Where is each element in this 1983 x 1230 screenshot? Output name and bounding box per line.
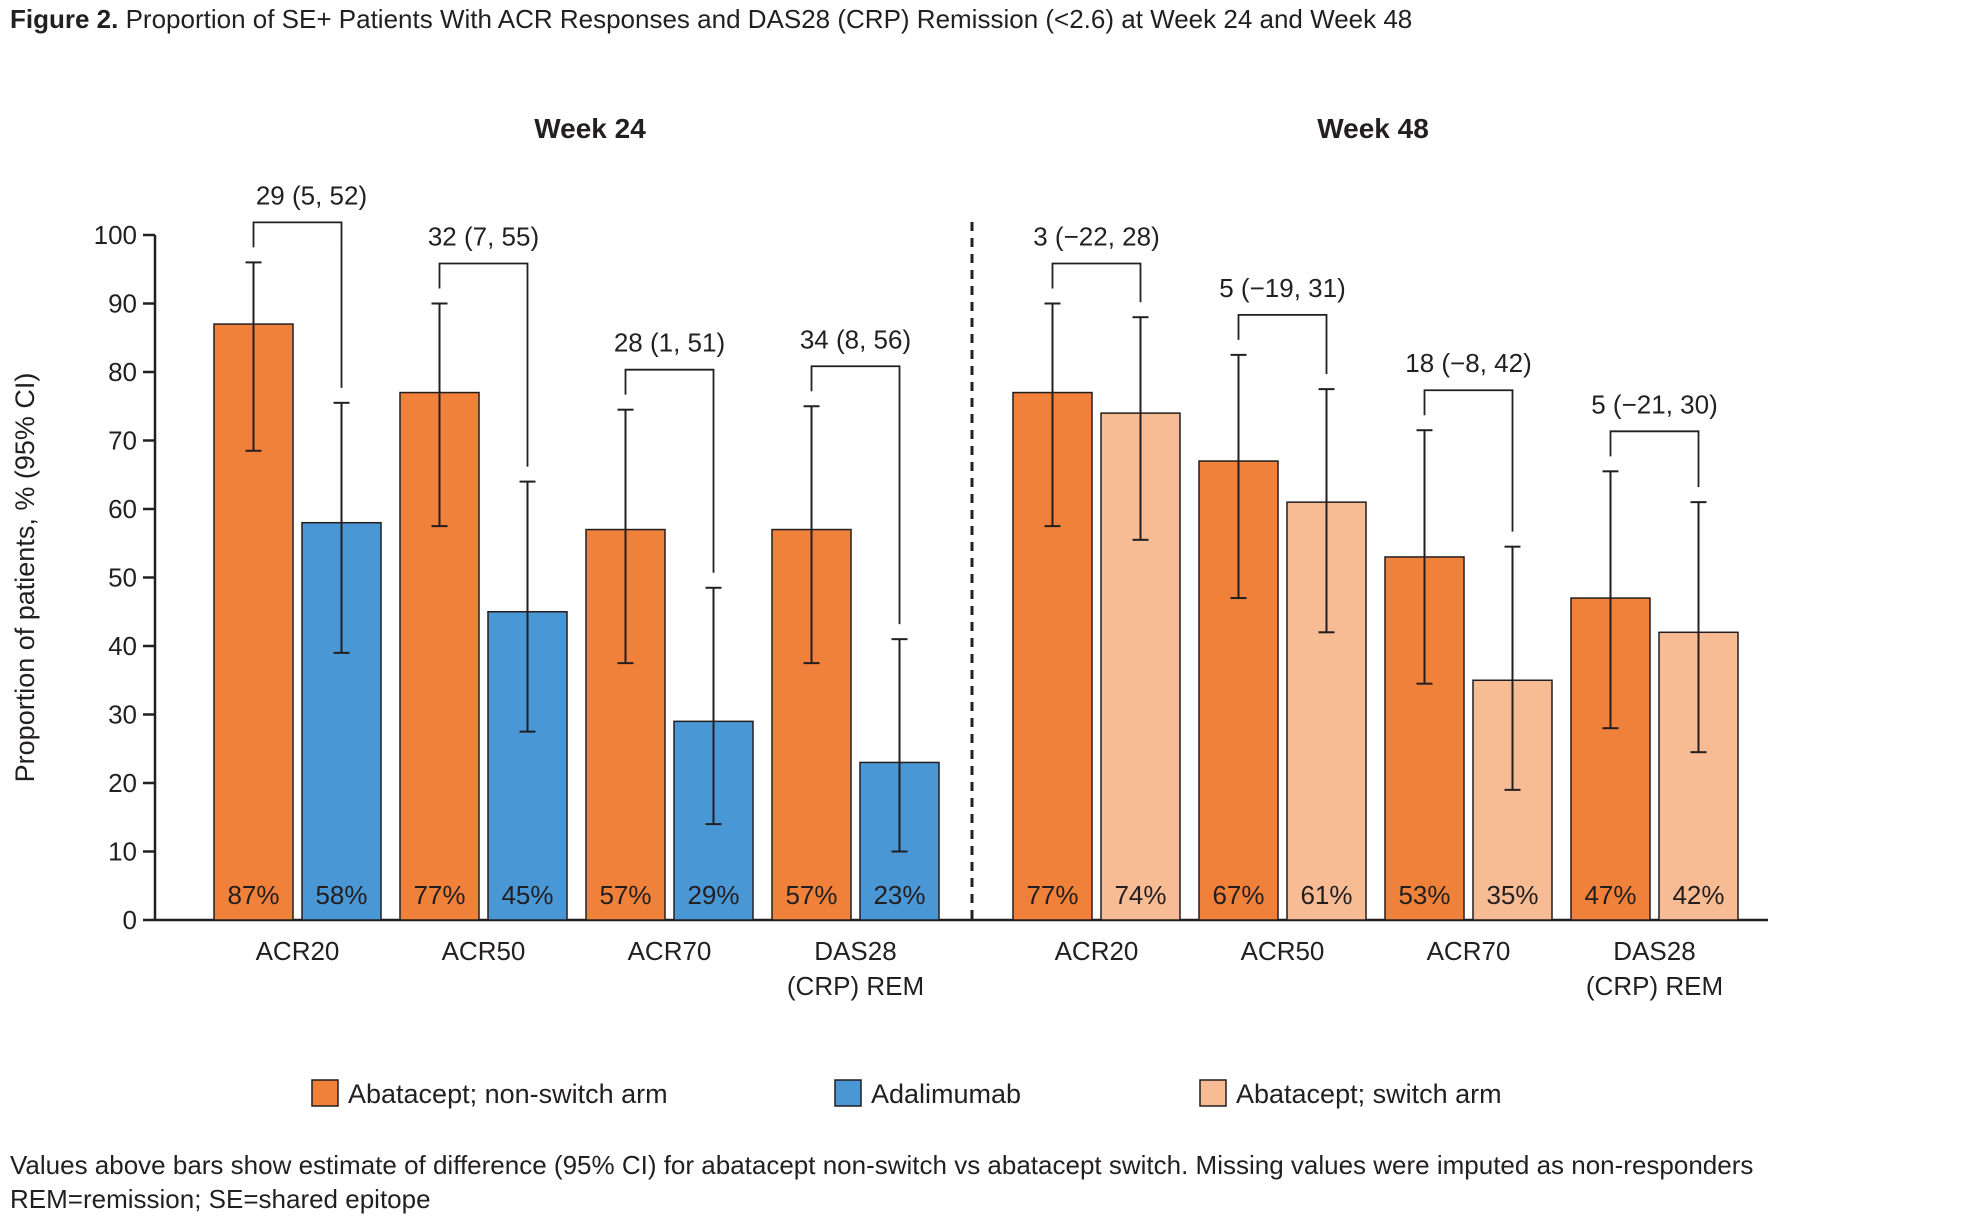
y-tick-label: 70 — [108, 426, 137, 456]
y-tick-label: 30 — [108, 700, 137, 730]
bar-value-label: 61% — [1300, 880, 1352, 910]
bar-value-label: 42% — [1672, 880, 1724, 910]
footnote-line-2: REM=remission; SE=shared epitope — [10, 1184, 431, 1214]
difference-bracket — [624, 368, 715, 573]
panel-title: Week 24 — [534, 113, 646, 144]
y-tick-label: 60 — [108, 494, 137, 524]
difference-label: 18 (−8, 42) — [1405, 348, 1531, 378]
difference-label: 29 (5, 52) — [256, 180, 367, 210]
legend-swatch — [1199, 1079, 1227, 1107]
bar-value-label: 53% — [1398, 880, 1450, 910]
x-tick-label: DAS28 — [1613, 936, 1695, 966]
footnote-line-1: Values above bars show estimate of diffe… — [10, 1150, 1754, 1180]
difference-bracket — [438, 262, 529, 467]
y-tick-label: 10 — [108, 837, 137, 867]
panel-title: Week 48 — [1317, 113, 1429, 144]
figure-title: Figure 2. Proportion of SE+ Patients Wit… — [10, 4, 1412, 35]
legend-label: Abatacept; non-switch arm — [348, 1079, 668, 1109]
bar-value-label: 77% — [1026, 880, 1078, 910]
difference-label: 28 (1, 51) — [614, 328, 725, 358]
x-tick-label: ACR20 — [1055, 936, 1139, 966]
difference-label: 5 (−21, 30) — [1591, 389, 1717, 419]
bar-value-label: 45% — [501, 880, 553, 910]
bar-value-label: 35% — [1486, 880, 1538, 910]
legend-swatch — [311, 1079, 339, 1107]
y-tick-label: 40 — [108, 631, 137, 661]
x-tick-label: ACR70 — [1427, 936, 1511, 966]
bar-value-label: 57% — [599, 880, 651, 910]
difference-bracket — [810, 365, 901, 625]
bar-value-label: 47% — [1584, 880, 1636, 910]
legend-swatch — [834, 1079, 862, 1107]
bar-value-label: 77% — [413, 880, 465, 910]
bar-value-label: 23% — [873, 880, 925, 910]
y-tick-label: 80 — [108, 357, 137, 387]
figure-label: Figure 2. — [10, 4, 119, 34]
x-tick-label: ACR70 — [628, 936, 712, 966]
difference-label: 32 (7, 55) — [428, 222, 539, 252]
bar-value-label: 58% — [315, 880, 367, 910]
difference-bracket — [252, 221, 343, 388]
x-tick-label: ACR50 — [1241, 936, 1325, 966]
footnote: Values above bars show estimate of diffe… — [10, 1148, 1753, 1216]
y-axis-title: Proportion of patients, % (95% CI) — [10, 373, 40, 783]
y-tick-label: 50 — [108, 563, 137, 593]
difference-bracket — [1051, 262, 1142, 303]
y-tick-label: 0 — [123, 905, 137, 935]
legend-label: Adalimumab — [871, 1079, 1021, 1109]
difference-bracket — [1237, 313, 1328, 375]
difference-bracket — [1423, 389, 1514, 532]
bar-value-label: 57% — [785, 880, 837, 910]
difference-bracket — [1609, 430, 1700, 488]
figure-title-text: Proportion of SE+ Patients With ACR Resp… — [125, 4, 1413, 34]
y-tick-label: 90 — [108, 289, 137, 319]
x-tick-label: (CRP) REM — [1586, 971, 1723, 1001]
y-tick-label: 100 — [94, 220, 137, 250]
chart: 0 10 20 30 40 50 60 70 80 90 100 Proportion of pati… — [10, 113, 1768, 1109]
bar-value-label: 87% — [227, 880, 279, 910]
x-tick-label: DAS28 — [814, 936, 896, 966]
y-tick-label: 20 — [108, 768, 137, 798]
difference-label: 34 (8, 56) — [800, 324, 911, 354]
x-tick-label: ACR20 — [256, 936, 340, 966]
difference-label: 3 (−22, 28) — [1033, 222, 1159, 252]
legend-label: Abatacept; switch arm — [1236, 1079, 1502, 1109]
x-tick-label: (CRP) REM — [787, 971, 924, 1001]
bar-value-label: 74% — [1114, 880, 1166, 910]
bar-value-label: 67% — [1212, 880, 1264, 910]
bar-value-label: 29% — [687, 880, 739, 910]
difference-label: 5 (−19, 31) — [1219, 273, 1345, 303]
x-tick-label: ACR50 — [442, 936, 526, 966]
